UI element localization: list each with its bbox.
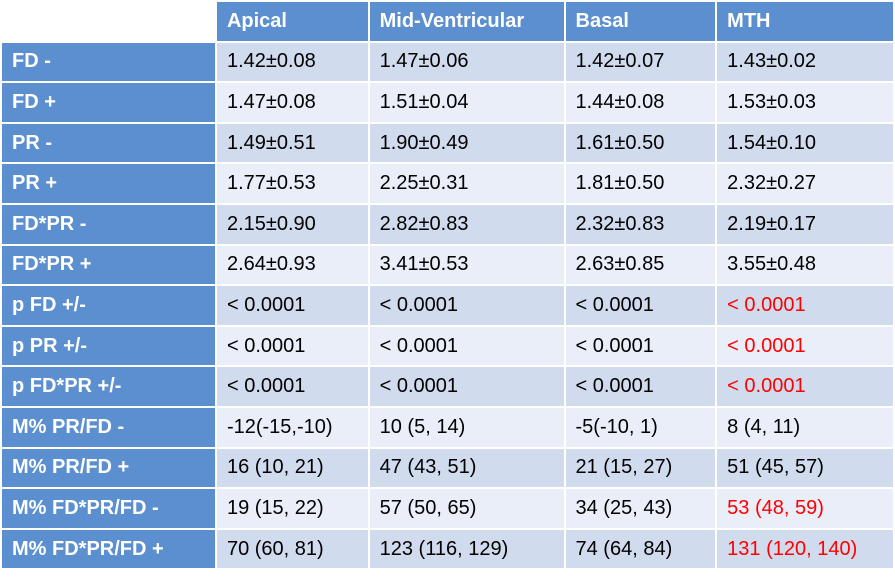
cell: < 0.0001: [369, 326, 564, 366]
cell: < 0.0001: [717, 286, 893, 325]
cell: 21 (15, 27): [565, 448, 716, 488]
cell: 53 (48, 59): [717, 489, 893, 528]
table-row: PR -1.49±0.51 1.90±0.49 1.61±0.50 1.54±0.10: [2, 123, 893, 163]
cell: 1.44±0.08: [565, 83, 716, 122]
cell: 2.25±0.31: [369, 164, 564, 203]
cell: 3.41±0.53: [369, 245, 564, 285]
cell: 2.82±0.83: [369, 204, 564, 244]
cell: 74 (64, 84): [565, 529, 716, 569]
cell: 3.55±0.48: [717, 245, 893, 285]
cell: 10 (5, 14): [369, 407, 564, 447]
table-body: FD -1.42±0.08 1.47±0.06 1.42±0.07 1.43±0.02…: [2, 42, 893, 569]
cell: 1.90±0.49: [369, 123, 564, 163]
cell: 1.43±0.02: [717, 42, 893, 82]
row-label: p FD +/-: [2, 286, 215, 325]
cell: 123 (116, 129): [369, 529, 564, 569]
cell: < 0.0001: [216, 367, 368, 406]
row-label: FD*PR +: [2, 245, 215, 285]
cell: < 0.0001: [216, 286, 368, 325]
table-row: M% PR/FD +16 (10, 21) 47 (43, 51) 21 (15, …: [2, 448, 893, 488]
table-row: FD -1.42±0.08 1.47±0.06 1.42±0.07 1.43±0.02: [2, 42, 893, 82]
cell: 1.54±0.10: [717, 123, 893, 163]
corner-cell: [2, 2, 215, 41]
table-row: FD*PR -2.15±0.90 2.82±0.83 2.32±0.83 2.19±0…: [2, 204, 893, 244]
table-row: p PR +/- < 0.0001 < 0.0001 < 0.0001 < 0.0001: [2, 326, 893, 366]
table-row: M% PR/FD - -12(-15,-10) 10 (5, 14) -5(-10, …: [2, 407, 893, 447]
cell: 34 (25, 43): [565, 489, 716, 528]
table-row: PR +1.77±0.53 2.25±0.31 1.81±0.50 2.32±0.27: [2, 164, 893, 203]
cell: < 0.0001: [565, 286, 716, 325]
table-row: p FD*PR +/- < 0.0001 < 0.0001 < 0.0001 < 0.0…: [2, 367, 893, 406]
cell: 1.51±0.04: [369, 83, 564, 122]
table-row: M% FD*PR/FD +70 (60, 81) 123 (116, 129) 74…: [2, 529, 893, 569]
table-row: FD*PR +2.64±0.93 3.41±0.53 2.63±0.85 3.55±0…: [2, 245, 893, 285]
cell: < 0.0001: [565, 326, 716, 366]
row-label: PR -: [2, 123, 215, 163]
cell: 8 (4, 11): [717, 407, 893, 447]
cell: 1.42±0.07: [565, 42, 716, 82]
row-label: M% FD*PR/FD +: [2, 529, 215, 569]
cell: 1.61±0.50: [565, 123, 716, 163]
row-label: p PR +/-: [2, 326, 215, 366]
table-row: M% FD*PR/FD -19 (15, 22) 57 (50, 65) 34 (2…: [2, 489, 893, 528]
cell: 16 (10, 21): [216, 448, 368, 488]
cell: 1.49±0.51: [216, 123, 368, 163]
cell: < 0.0001: [369, 286, 564, 325]
cell: 1.47±0.08: [216, 83, 368, 122]
row-label: PR +: [2, 164, 215, 203]
cell: 2.32±0.83: [565, 204, 716, 244]
cell: 70 (60, 81): [216, 529, 368, 569]
cell: 1.53±0.03: [717, 83, 893, 122]
row-label: FD*PR -: [2, 204, 215, 244]
cell: 2.32±0.27: [717, 164, 893, 203]
row-label: M% FD*PR/FD -: [2, 489, 215, 528]
cell: 2.19±0.17: [717, 204, 893, 244]
header-row: Apical Mid-Ventricular Basal MTH: [2, 2, 893, 41]
cell: 2.64±0.93: [216, 245, 368, 285]
column-header: Apical: [216, 2, 368, 41]
cell: < 0.0001: [717, 326, 893, 366]
cell: 1.81±0.50: [565, 164, 716, 203]
row-label: FD -: [2, 42, 215, 82]
cell: 1.77±0.53: [216, 164, 368, 203]
table-row: p FD +/- < 0.0001 < 0.0001 < 0.0001 < 0.0001: [2, 286, 893, 325]
cell: 1.47±0.06: [369, 42, 564, 82]
cell: -12(-15,-10): [216, 407, 368, 447]
cell: 47 (43, 51): [369, 448, 564, 488]
cell: 2.63±0.85: [565, 245, 716, 285]
cell: 51 (45, 57): [717, 448, 893, 488]
cell: < 0.0001: [717, 367, 893, 406]
row-label: M% PR/FD -: [2, 407, 215, 447]
cell: < 0.0001: [369, 367, 564, 406]
cell: 2.15±0.90: [216, 204, 368, 244]
cell: 1.42±0.08: [216, 42, 368, 82]
row-label: FD +: [2, 83, 215, 122]
cell: -5(-10, 1): [565, 407, 716, 447]
column-header: Basal: [565, 2, 716, 41]
cell: 131 (120, 140): [717, 529, 893, 569]
row-label: M% PR/FD +: [2, 448, 215, 488]
column-header: MTH: [717, 2, 893, 41]
cell: 19 (15, 22): [216, 489, 368, 528]
row-label: p FD*PR +/-: [2, 367, 215, 406]
table-row: FD +1.47±0.08 1.51±0.04 1.44±0.08 1.53±0.03: [2, 83, 893, 122]
data-table: Apical Mid-Ventricular Basal MTH FD -1.42±0…: [2, 2, 893, 569]
cell: < 0.0001: [565, 367, 716, 406]
column-header: Mid-Ventricular: [369, 2, 564, 41]
cell: < 0.0001: [216, 326, 368, 366]
cell: 57 (50, 65): [369, 489, 564, 528]
